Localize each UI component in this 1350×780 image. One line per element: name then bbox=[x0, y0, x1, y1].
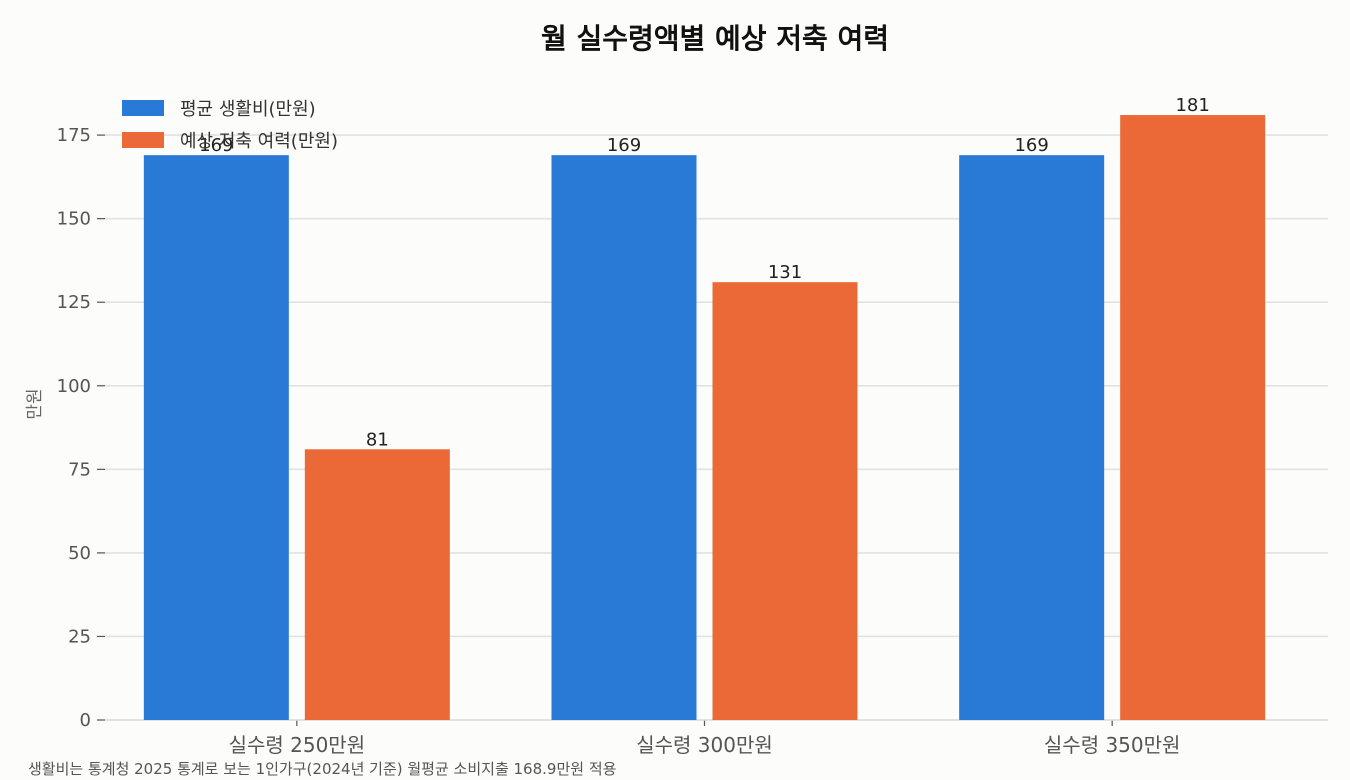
data-label: 169 bbox=[1014, 135, 1048, 156]
data-labels: 169 81 169 131 169 181 bbox=[199, 95, 1210, 450]
y-tick-label: 75 bbox=[68, 459, 91, 480]
y-tick-label: 25 bbox=[68, 626, 91, 647]
bar bbox=[551, 155, 697, 721]
data-label: 131 bbox=[768, 262, 802, 283]
legend-label: 평균 생활비(만원) bbox=[180, 99, 316, 120]
data-label: 169 bbox=[199, 135, 233, 156]
legend: 평균 생활비(만원) 예상 저축 여력(만원) bbox=[122, 99, 338, 152]
y-tick-label: 125 bbox=[57, 292, 91, 313]
x-tick-label: 실수령 250만원 bbox=[229, 733, 366, 757]
y-tick-label: 150 bbox=[57, 209, 91, 230]
bar bbox=[712, 282, 858, 720]
data-label: 169 bbox=[607, 135, 641, 156]
bar bbox=[959, 155, 1105, 721]
data-label: 181 bbox=[1175, 95, 1209, 116]
y-tick-label: 0 bbox=[80, 710, 91, 731]
footnote: 생활비는 통계청 2025 통계로 보는 1인가구(2024년 기준) 월평균 … bbox=[28, 760, 616, 778]
x-tick-label: 실수령 300만원 bbox=[636, 733, 773, 757]
y-tick-label: 50 bbox=[68, 543, 91, 564]
x-tick-label: 실수령 350만원 bbox=[1044, 733, 1181, 757]
chart-title: 월 실수령액별 예상 저축 여력 bbox=[541, 22, 889, 55]
axes: 0 25 50 75 100 125 150 175 실수령 250만원 실수령 300만원 실수령… bbox=[57, 125, 1328, 757]
bar bbox=[304, 449, 450, 720]
bar bbox=[1120, 115, 1266, 721]
y-axis-title: 만원 bbox=[25, 388, 45, 419]
legend-label: 예상 저축 여력(만원) bbox=[180, 131, 338, 152]
legend-swatch bbox=[122, 132, 164, 148]
y-tick-label: 175 bbox=[57, 125, 91, 146]
bar bbox=[143, 155, 289, 721]
bars bbox=[143, 115, 1266, 721]
data-label: 81 bbox=[366, 429, 389, 450]
legend-swatch bbox=[122, 100, 164, 116]
y-tick-label: 100 bbox=[57, 376, 91, 397]
